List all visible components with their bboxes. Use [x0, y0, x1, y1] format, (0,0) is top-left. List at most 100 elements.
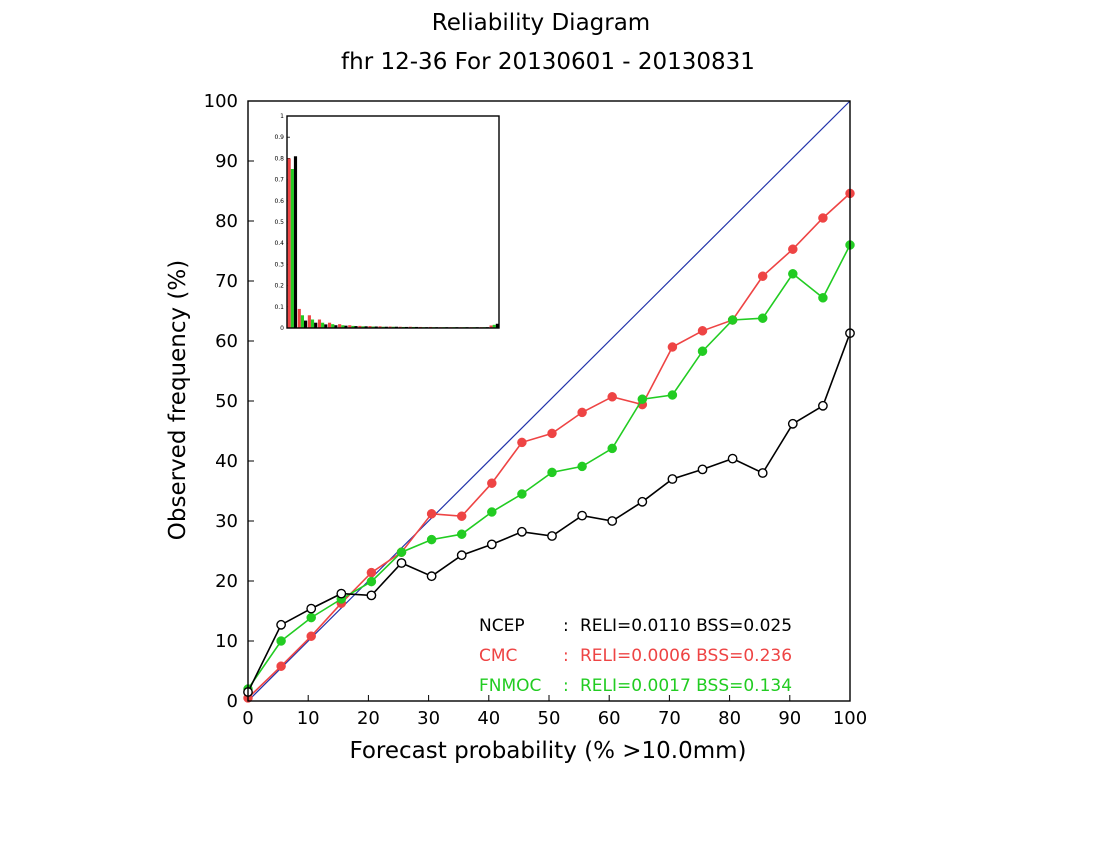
data-point-ncep	[757, 468, 768, 478]
data-point-cmc	[517, 437, 527, 448]
data-point-cmc	[426, 509, 437, 519]
data-point-fnmoc	[366, 576, 377, 587]
inset-y-tick-label: 0.4	[274, 240, 284, 247]
inset-bar-ncep	[354, 326, 358, 328]
y-tick-label: 90	[215, 151, 238, 172]
legend-separator: :	[563, 616, 569, 636]
data-point-fnmoc	[517, 489, 527, 499]
inset-y-tick-label: 0	[280, 325, 284, 332]
inset-y-tick-label: 0.1	[274, 304, 284, 311]
inset-bar-cmc	[378, 326, 382, 328]
inset-y-tick-label: 0.3	[274, 261, 284, 268]
inset-bar-ncep	[334, 325, 338, 328]
plot-area: 0 10 20 30 40 50 60 70 80 90 100010203040506070809…	[204, 91, 868, 729]
inset-bar-cmc	[307, 315, 311, 328]
data-point-fnmoc	[276, 636, 286, 646]
inset-histogram: 0 0.1 0.2 0.3 0.4 0.5 0.6 0.7 0.8 0.9 1	[274, 113, 500, 332]
data-point-ncep	[787, 418, 798, 429]
data-point-ncep	[727, 453, 738, 464]
inset-y-tick-label: 0.2	[274, 283, 284, 290]
x-tick-label: 80	[718, 708, 741, 729]
data-point-fnmoc	[547, 467, 557, 478]
data-point-cmc	[276, 661, 286, 671]
legend-name-fnmoc: FNMOC	[479, 676, 541, 696]
inset-y-tick-label: 0.8	[274, 155, 284, 162]
y-tick-label: 30	[215, 511, 238, 532]
inset-bar-cmc	[287, 158, 291, 328]
data-point-ncep	[607, 516, 618, 526]
inset-bar-fnmoc	[310, 319, 315, 328]
data-point-ncep	[637, 496, 648, 507]
inset-frame	[286, 115, 500, 329]
data-point-cmc	[456, 511, 467, 521]
y-tick-label: 70	[215, 271, 238, 292]
chart-title: Reliability Diagram	[432, 10, 650, 36]
data-point-fnmoc	[757, 313, 768, 323]
y-tick-label: 60	[215, 331, 238, 352]
legend-stats-cmc: RELI=0.0006 BSS=0.236	[580, 646, 792, 666]
inset-y-tick-label: 0.6	[274, 198, 284, 205]
inset-bar-fnmoc	[351, 325, 355, 328]
x-axis-label: Forecast probability (% >10.0mm)	[349, 738, 746, 764]
data-point-fnmoc	[487, 507, 497, 517]
inset-bar-fnmoc	[290, 169, 294, 328]
diagonal-line	[247, 100, 851, 702]
y-tick-label: 100	[204, 91, 238, 112]
x-tick-label: 20	[357, 708, 380, 729]
data-point-ncep	[667, 474, 678, 484]
inset-bar-cmc	[327, 322, 332, 328]
inset-bar-fnmoc	[300, 315, 305, 328]
inset-bar-ncep	[374, 326, 378, 328]
data-point-ncep	[276, 619, 287, 630]
inset-bar-ncep	[344, 325, 348, 328]
data-point-ncep	[818, 400, 828, 411]
inset-bar-ncep	[304, 320, 308, 328]
y-tick-label: 50	[215, 391, 238, 412]
data-point-cmc	[757, 271, 768, 281]
data-point-fnmoc	[456, 529, 467, 539]
legend-separator: :	[563, 646, 569, 666]
x-tick-label: 70	[658, 708, 681, 729]
legend-name-cmc: CMC	[479, 646, 517, 666]
data-point-ncep	[577, 510, 588, 521]
inset-bar-ncep	[293, 156, 298, 328]
data-point-cmc	[487, 478, 497, 488]
inset-bar-fnmoc	[371, 326, 375, 328]
data-point-cmc	[607, 392, 617, 402]
inset-bar-cmc	[297, 308, 301, 328]
data-point-cmc	[547, 428, 557, 439]
data-point-cmc	[366, 567, 377, 578]
data-point-ncep	[366, 590, 377, 601]
legend-stats-fnmoc: RELI=0.0017 BSS=0.134	[580, 676, 792, 696]
data-point-fnmoc	[426, 534, 437, 545]
data-point-fnmoc	[788, 269, 798, 279]
data-point-fnmoc	[396, 547, 407, 557]
x-tick-label: 60	[598, 708, 621, 729]
data-point-ncep	[336, 588, 347, 599]
data-point-fnmoc	[667, 390, 678, 400]
inset-bar-cmc	[348, 325, 352, 328]
x-tick-label: 40	[477, 708, 500, 729]
inset-y-tick-label: 0.5	[274, 219, 284, 226]
legend-name-ncep: NCEP	[479, 616, 525, 636]
data-point-fnmoc	[818, 293, 828, 303]
data-point-ncep	[306, 603, 317, 614]
data-point-ncep	[547, 531, 557, 541]
inset-bar-cmc	[388, 326, 392, 328]
inset-bar-fnmoc	[331, 324, 335, 328]
inset-bar-cmc	[317, 319, 322, 328]
data-point-cmc	[788, 244, 798, 254]
data-point-fnmoc	[697, 346, 708, 356]
x-tick-label: 90	[778, 708, 801, 729]
inset-background	[287, 116, 499, 328]
legend: NCEP: RELI=0.0110 BSS=0.025 CMC: RELI=0.000…	[479, 616, 792, 696]
inset-bar-cmc	[338, 324, 342, 328]
x-tick-label: 0	[242, 708, 253, 729]
inset-bar-fnmoc	[361, 326, 365, 328]
data-point-cmc	[818, 213, 828, 223]
data-point-ncep	[697, 464, 708, 475]
series-line-ncep	[247, 332, 851, 693]
legend-separator: :	[563, 676, 569, 696]
data-point-fnmoc	[577, 461, 587, 472]
y-tick-label: 0	[227, 691, 238, 712]
